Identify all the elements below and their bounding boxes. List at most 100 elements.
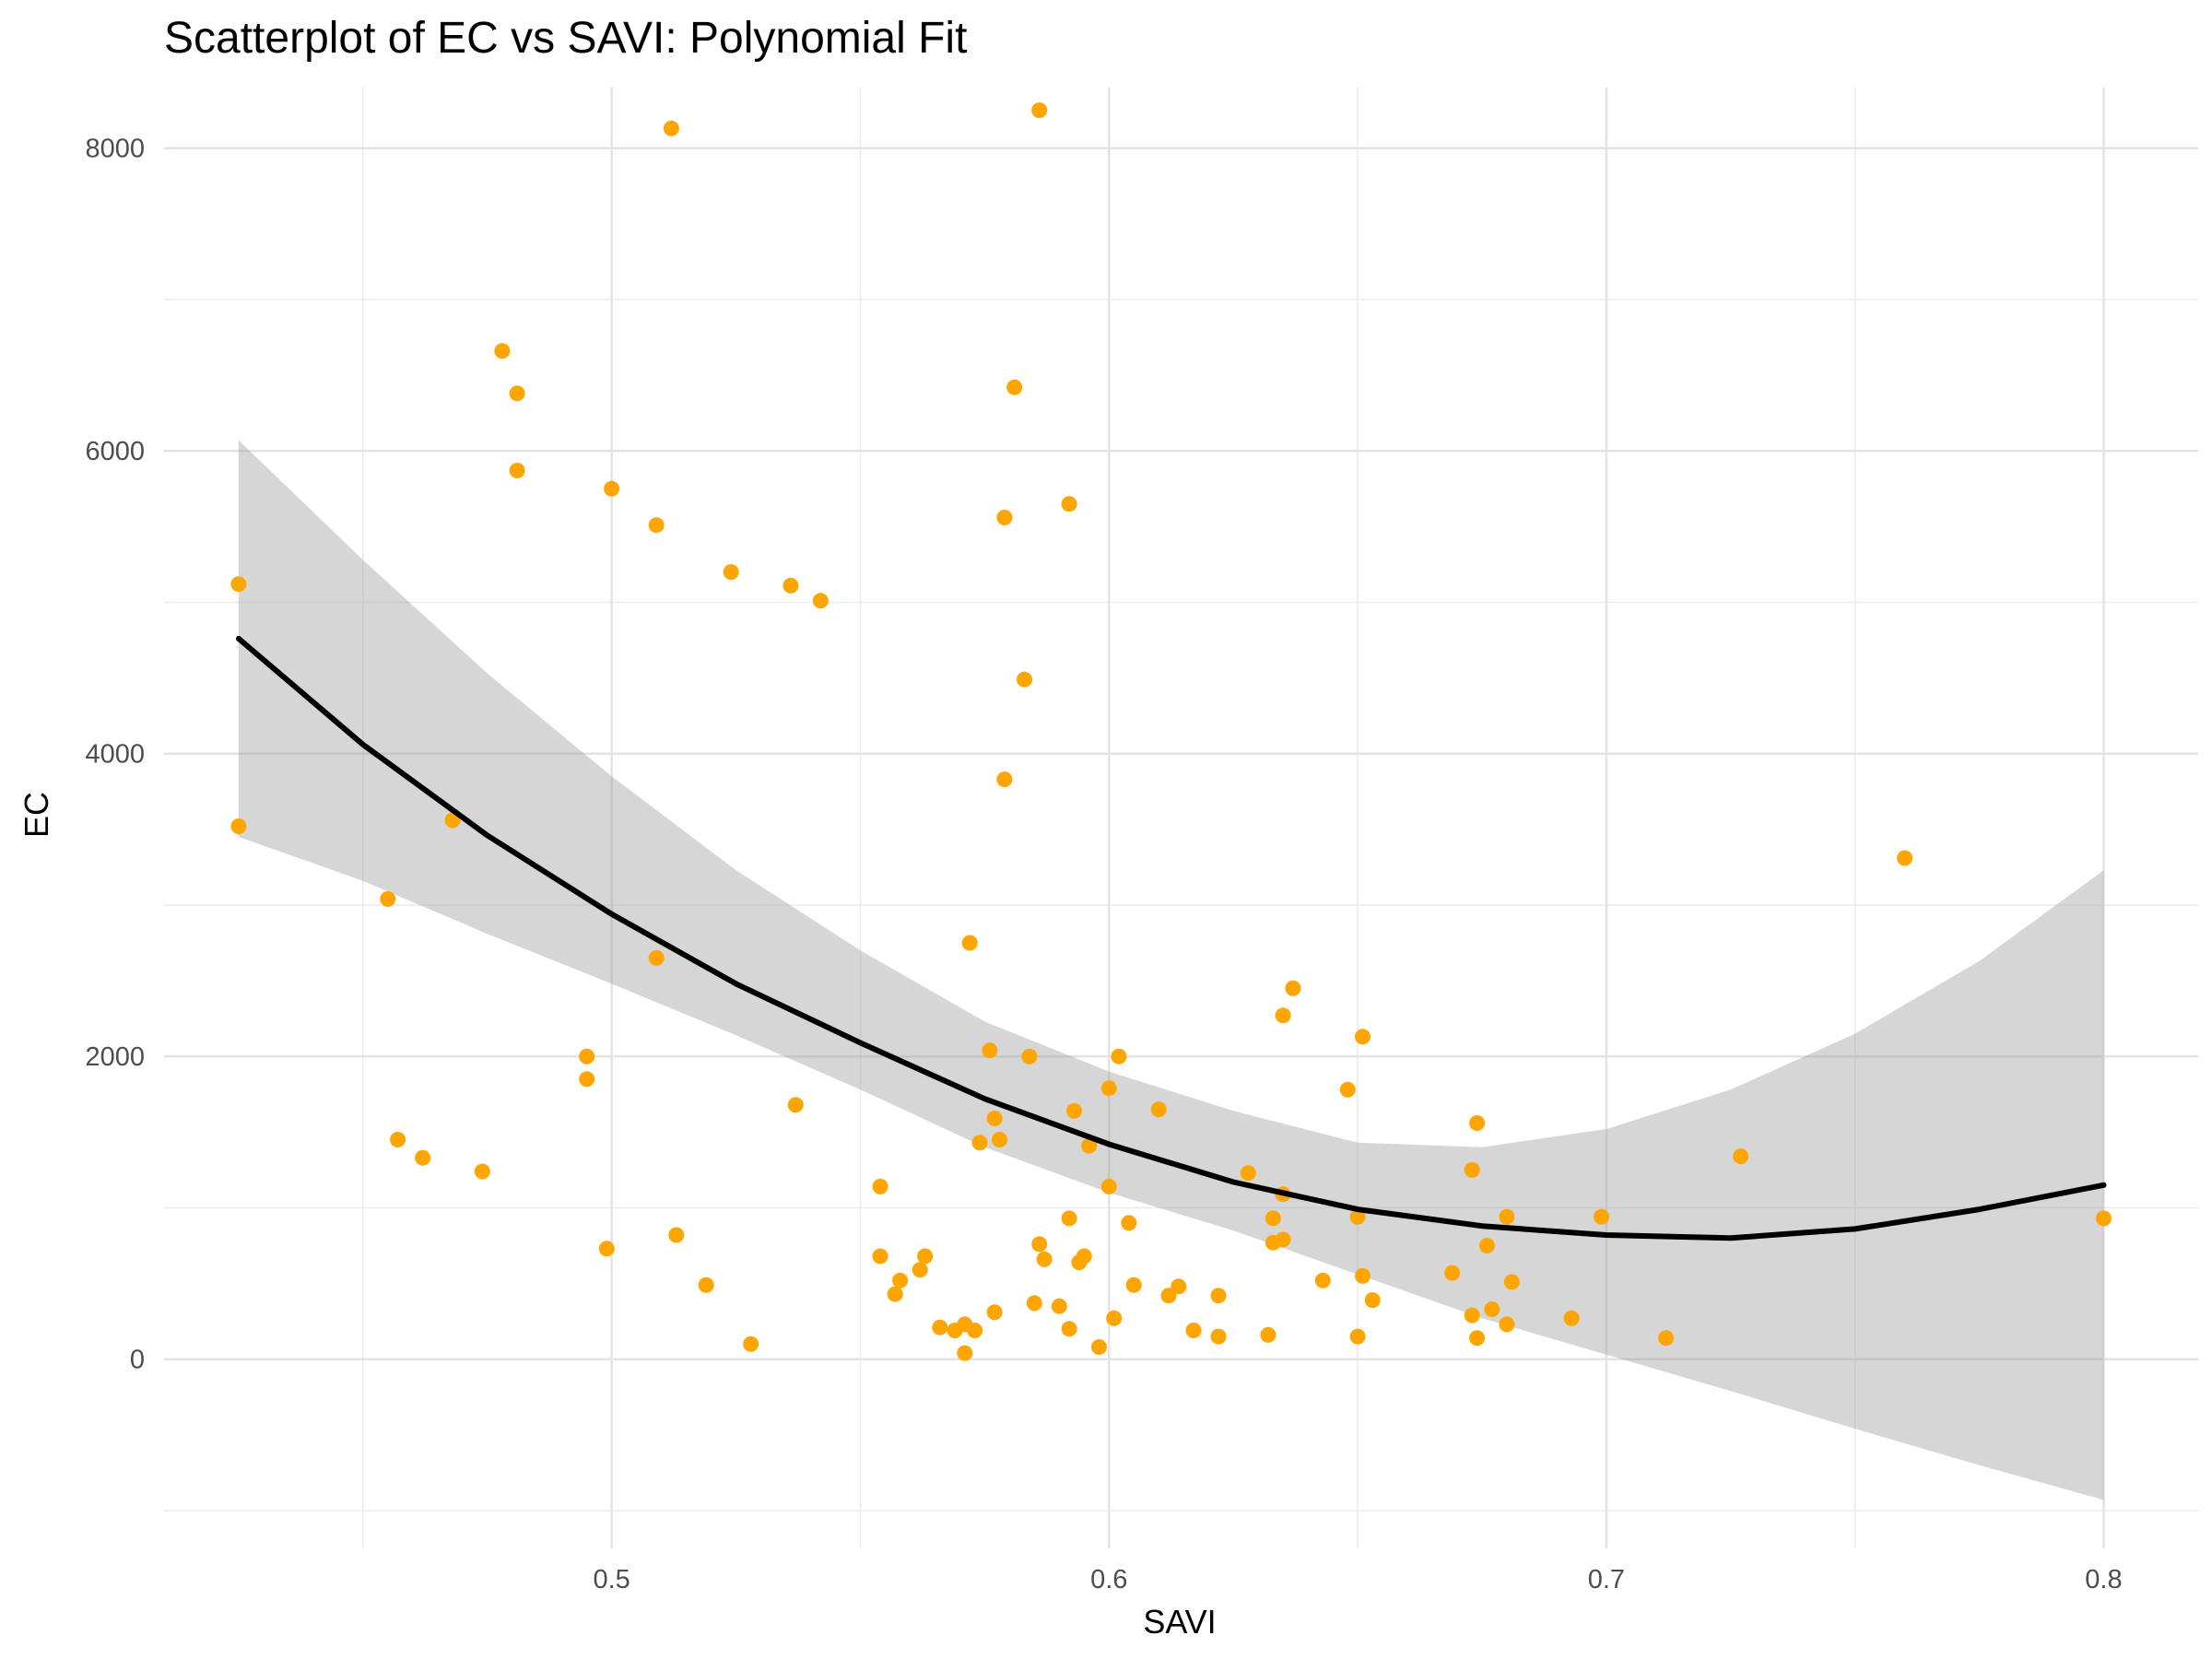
data-point xyxy=(509,463,525,478)
data-point xyxy=(579,1071,595,1088)
data-point xyxy=(1265,1210,1281,1227)
data-point xyxy=(971,1135,988,1151)
data-point xyxy=(698,1277,714,1293)
data-point xyxy=(961,935,978,951)
data-point xyxy=(1285,980,1301,996)
data-point xyxy=(1171,1278,1187,1295)
data-point xyxy=(887,1286,903,1302)
x-tick-label: 0.8 xyxy=(2085,1565,2122,1594)
data-point xyxy=(1339,1081,1356,1098)
data-point xyxy=(1444,1265,1461,1281)
data-point xyxy=(1349,1328,1366,1345)
data-point xyxy=(444,812,461,829)
data-point xyxy=(1091,1339,1107,1355)
data-point xyxy=(1594,1208,1609,1225)
data-point xyxy=(912,1262,928,1278)
data-point xyxy=(1150,1101,1167,1118)
data-points xyxy=(230,102,2112,1361)
data-point xyxy=(917,1248,934,1265)
minor-gridlines xyxy=(164,88,2198,1548)
data-point xyxy=(1061,1210,1077,1227)
major-gridlines xyxy=(164,88,2198,1548)
data-point xyxy=(380,890,396,907)
chart-title: Scatterplot of EC vs SAVI: Polynomial Fi… xyxy=(164,14,968,63)
y-axis-title: EC xyxy=(18,792,55,838)
data-point xyxy=(967,1323,983,1338)
data-point xyxy=(1469,1115,1486,1131)
data-point xyxy=(1349,1208,1366,1225)
data-point xyxy=(1275,1231,1291,1248)
data-point xyxy=(872,1178,888,1194)
data-point xyxy=(1051,1298,1067,1314)
x-tick-label: 0.6 xyxy=(1090,1565,1127,1594)
x-tick-label: 0.7 xyxy=(1588,1565,1625,1594)
data-point xyxy=(1469,1330,1486,1347)
data-point xyxy=(782,577,799,594)
data-point xyxy=(1081,1137,1098,1154)
data-point xyxy=(1499,1208,1515,1225)
y-tick-label: 0 xyxy=(130,1346,145,1375)
data-point xyxy=(663,120,679,136)
data-point xyxy=(986,1304,1003,1321)
data-point xyxy=(932,1319,948,1335)
data-point xyxy=(2096,1210,2112,1227)
data-point xyxy=(787,1097,804,1113)
data-point xyxy=(1031,102,1048,119)
x-axis-title: SAVI xyxy=(1143,1603,1216,1641)
y-tick-label: 6000 xyxy=(85,437,145,466)
data-point xyxy=(812,593,829,609)
data-point xyxy=(1061,1321,1077,1337)
data-point xyxy=(1364,1292,1381,1309)
data-point xyxy=(1499,1316,1515,1333)
data-point xyxy=(1125,1277,1142,1293)
data-point xyxy=(1036,1251,1053,1267)
data-point xyxy=(1100,1080,1117,1097)
data-point xyxy=(230,576,247,593)
data-point xyxy=(1464,1161,1480,1178)
data-point xyxy=(494,343,511,359)
y-tick-label: 4000 xyxy=(85,740,145,770)
data-point xyxy=(1503,1274,1520,1290)
confidence-band-area xyxy=(238,440,2104,1500)
fit-curve xyxy=(235,635,2107,1241)
data-point xyxy=(509,385,525,402)
data-point xyxy=(648,949,665,966)
data-point xyxy=(1111,1048,1127,1065)
x-axis-ticks: 0.5 0.6 0.7 0.8 xyxy=(593,1565,2122,1594)
data-point xyxy=(1733,1148,1749,1165)
data-point xyxy=(996,771,1013,788)
data-point xyxy=(1658,1330,1675,1347)
y-tick-label: 2000 xyxy=(85,1042,145,1072)
data-point xyxy=(957,1345,973,1361)
data-point xyxy=(1563,1310,1580,1326)
data-point xyxy=(1026,1295,1042,1312)
y-tick-label: 8000 xyxy=(85,135,145,164)
data-point xyxy=(743,1335,759,1352)
data-point xyxy=(1106,1310,1123,1326)
data-point xyxy=(1314,1272,1331,1288)
data-point xyxy=(872,1248,888,1265)
data-point xyxy=(1031,1236,1048,1253)
data-point xyxy=(230,818,247,834)
data-point xyxy=(474,1163,490,1180)
data-point xyxy=(986,1111,1003,1126)
fit-line xyxy=(235,635,2107,1241)
data-point xyxy=(668,1227,685,1243)
confidence-band xyxy=(238,440,2104,1500)
data-point xyxy=(892,1272,909,1288)
data-point xyxy=(1210,1328,1227,1345)
data-point xyxy=(1185,1323,1202,1338)
data-point xyxy=(982,1042,998,1059)
data-point xyxy=(992,1132,1007,1147)
data-point xyxy=(1484,1301,1500,1317)
data-point xyxy=(415,1149,431,1166)
data-point xyxy=(1100,1178,1117,1194)
data-point xyxy=(1210,1288,1227,1304)
data-point xyxy=(1121,1215,1137,1231)
data-point xyxy=(1897,850,1913,866)
data-point xyxy=(579,1048,595,1065)
data-point xyxy=(1355,1267,1371,1284)
data-point xyxy=(1066,1102,1082,1119)
data-point xyxy=(648,517,665,534)
